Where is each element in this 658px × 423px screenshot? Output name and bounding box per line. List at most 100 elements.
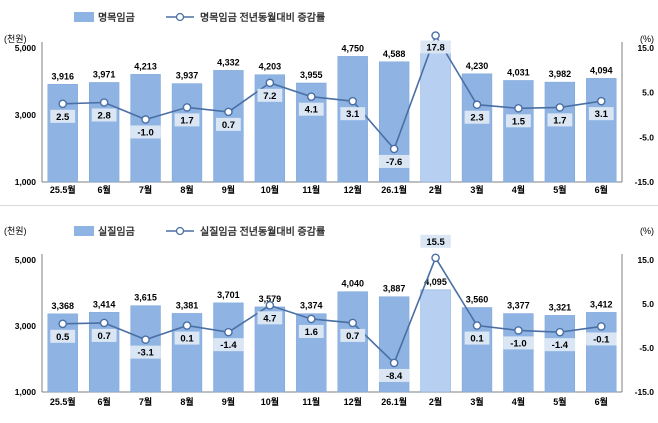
- rate-value-label: 3.1: [346, 109, 360, 120]
- rate-value-label: 2.8: [98, 110, 111, 121]
- rate-point: [431, 253, 440, 263]
- real-wage-bar: [544, 315, 576, 393]
- nominal-wage-bar: [420, 52, 451, 183]
- rate-point: [99, 98, 109, 107]
- category-label: 6월: [595, 396, 608, 407]
- rate-point: [306, 92, 316, 101]
- category-label: 9월: [222, 396, 235, 407]
- category-label: 6월: [97, 184, 110, 195]
- nominal-wage-bar: [47, 84, 78, 183]
- left-axis-unit: (천원): [4, 34, 27, 44]
- rate-point: [265, 78, 275, 88]
- left-tick-label: 3,000: [15, 110, 37, 120]
- rate-value-label: 0.1: [470, 334, 484, 345]
- legend-line-label: 명목임금 전년동월대비 증감률: [200, 11, 325, 24]
- right-tick-label: -15.0: [635, 177, 655, 187]
- rate-value-label: 7.2: [263, 91, 276, 102]
- rate-point: [306, 314, 316, 324]
- bar-value-label: 3,321: [549, 302, 572, 312]
- nominal-wage-bar: [586, 78, 617, 183]
- rate-label-box: [298, 102, 324, 116]
- rate-label-box: [130, 345, 161, 359]
- rate-value-label: -1.0: [510, 338, 526, 349]
- rate-point: [389, 144, 399, 154]
- rate-label-box: [544, 338, 576, 352]
- real-wage-chart-svg: (천원) (%) 실질임금 실질임금 전년동월대비 증감률 1,000 3,000 5,00…: [4, 225, 654, 407]
- bar-value-label: 4,040: [341, 279, 364, 289]
- category-label: 12월: [344, 184, 362, 195]
- category-label: 26.1월: [381, 396, 407, 407]
- bar-value-label: 3,368: [51, 301, 74, 311]
- category-label: 10월: [261, 184, 279, 195]
- category-label: 26.1월: [381, 184, 407, 195]
- category-label: 3월: [470, 184, 483, 195]
- rate-point: [58, 319, 68, 329]
- rate-value-label: 2.5: [56, 112, 70, 123]
- left-tick-label: 1,000: [15, 177, 37, 187]
- bar-value-label: 3,412: [590, 299, 613, 309]
- rate-point: [348, 96, 358, 106]
- rate-point: [514, 104, 523, 113]
- rate-point: [58, 99, 68, 109]
- nominal-wage-chart-svg: (천원) (%) 명목임금 명목임금 전년동월대비 증감률 1,000 3,000 5,00…: [4, 11, 655, 195]
- rate-label-box: [91, 108, 117, 122]
- legend-marker-icon: [175, 12, 185, 22]
- right-tick-label: 5.0: [642, 299, 654, 309]
- nominal-rate-line: [62, 33, 602, 151]
- rate-value-label: -7.6: [386, 157, 402, 168]
- category-label: 11월: [302, 396, 320, 407]
- nominal-wage-bar: [503, 80, 534, 183]
- rate-label-box: [464, 110, 490, 124]
- rate-point: [265, 301, 275, 310]
- rate-label-box: [547, 113, 573, 127]
- rate-value-label: -3.1: [137, 348, 154, 359]
- right-tick-label: -5.0: [639, 343, 654, 353]
- bar-value-label: 4,095: [424, 277, 447, 287]
- rate-value-label: 2.3: [470, 113, 483, 124]
- bar-value-label: 3,971: [93, 69, 116, 79]
- rate-point: [141, 115, 150, 124]
- category-label: 11월: [302, 184, 320, 195]
- bar-value-label: 3,701: [217, 290, 240, 300]
- real-wage-bar: [503, 313, 534, 393]
- right-tick-label: 15.0: [637, 43, 654, 53]
- rate-value-label: 3.1: [595, 109, 609, 120]
- rate-value-label: 17.8: [426, 42, 445, 53]
- category-label: 6월: [97, 396, 110, 407]
- rate-value-label: 1.5: [512, 116, 526, 127]
- bar-value-label: 4,230: [466, 61, 489, 71]
- category-label: 7월: [139, 396, 152, 407]
- rate-label-box: [420, 40, 451, 54]
- nominal-wage-bar: [88, 82, 120, 183]
- rate-label-box: [50, 109, 76, 123]
- category-label: 12월: [344, 396, 362, 407]
- rate-point: [141, 335, 150, 344]
- rate-value-label: 0.1: [180, 334, 194, 345]
- legend: 명목임금 명목임금 전년동월대비 증감률: [74, 11, 325, 24]
- legend-line-label: 실질임금 전년동월대비 증감률: [200, 225, 325, 238]
- panel-divider: [0, 205, 658, 206]
- rate-value-label: -8.4: [386, 371, 403, 382]
- nominal-wage-bar: [544, 81, 576, 183]
- nominal-wage-chart: (천원) (%) 명목임금 명목임금 전년동월대비 증감률 1,000 3,000 5,00…: [0, 0, 658, 200]
- rate-label-box: [503, 336, 534, 350]
- right-tick-label: -5.0: [639, 132, 654, 142]
- rate-value-label: 1.6: [305, 327, 318, 338]
- rate-label-box: [298, 324, 324, 338]
- category-label: 4월: [512, 184, 525, 195]
- rate-value-label: 0.7: [222, 120, 235, 131]
- rate-value-label: 0.7: [98, 331, 111, 342]
- real-wage-bar: [420, 289, 451, 393]
- nominal-wage-bar: [171, 83, 203, 183]
- bar-value-label: 3,615: [134, 293, 157, 303]
- real-wage-bar: [461, 307, 493, 393]
- rate-value-label: 1.7: [553, 115, 566, 126]
- category-label: 3월: [470, 396, 483, 407]
- right-axis-unit: (%): [640, 34, 654, 44]
- rate-point: [555, 103, 565, 112]
- right-tick-label: 15.0: [637, 255, 654, 265]
- bar-value-label: 3,579: [259, 294, 282, 304]
- bar-value-label: 4,203: [259, 62, 282, 72]
- bar-value-label: 4,750: [341, 43, 364, 53]
- left-tick-label: 3,000: [15, 321, 37, 331]
